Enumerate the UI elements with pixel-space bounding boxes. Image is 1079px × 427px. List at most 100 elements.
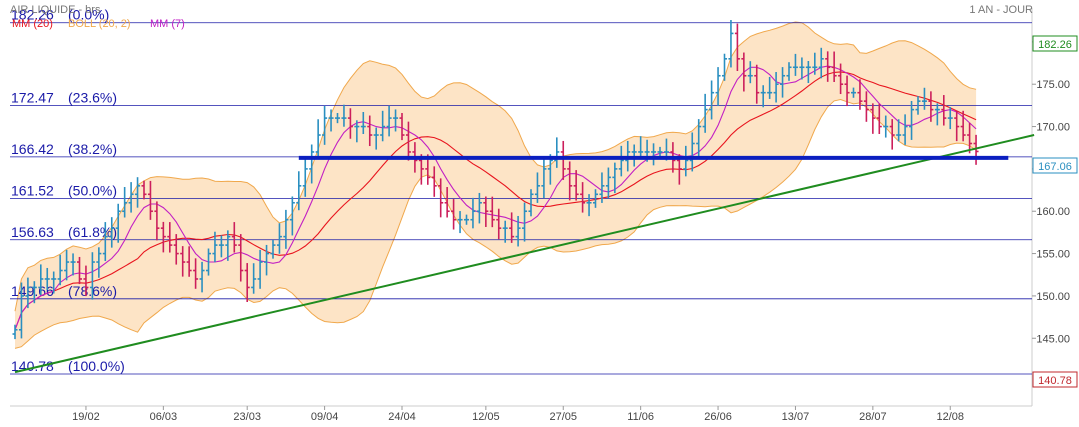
- x-tick-label: 24/04: [388, 411, 416, 423]
- ohlc-bar: [38, 264, 44, 295]
- x-tick-label: 13/07: [782, 411, 810, 423]
- ohlc-bar: [747, 61, 753, 84]
- mm7-line: [14, 65, 977, 330]
- x-tick-label: 11/06: [627, 411, 654, 423]
- ohlc-bar: [367, 115, 373, 147]
- ohlc-bar: [586, 194, 592, 217]
- ohlc-bar: [567, 161, 573, 201]
- ohlc-bar: [96, 247, 102, 278]
- ohlc-bar: [451, 199, 457, 230]
- ohlc-bar: [147, 180, 153, 220]
- ohlc-bar: [838, 63, 844, 95]
- ohlc-bar: [483, 196, 489, 227]
- ohlc-bar: [180, 246, 186, 277]
- ohlc-bar: [883, 115, 889, 138]
- ohlc-bar: [909, 100, 915, 140]
- x-tick-label: 06/03: [150, 411, 178, 423]
- ohlc-bar: [347, 108, 353, 139]
- ohlc-bar: [954, 110, 960, 142]
- ohlc-bar: [464, 214, 469, 225]
- ohlc-bar: [31, 281, 37, 304]
- ohlc-bar: [818, 47, 824, 79]
- ohlc-bar: [580, 182, 586, 213]
- ohlc-bar: [289, 196, 295, 236]
- ohlc-bar: [470, 197, 476, 229]
- ohlc-bar: [825, 51, 831, 82]
- ohlc-bar: [457, 211, 463, 234]
- plot-layer: 145.00150.00155.00160.00165.00170.00175.…: [10, 7, 1070, 423]
- legend-mm7: MM (7): [150, 18, 185, 30]
- ohlc-bar: [309, 144, 315, 184]
- x-tick-label: 12/05: [472, 411, 500, 423]
- x-tick-label: 12/08: [936, 411, 964, 423]
- ohlc-bar: [812, 52, 818, 75]
- ohlc-bar: [773, 72, 779, 103]
- ohlc-bar: [89, 252, 95, 300]
- chart-period: 1 AN - JOUR: [969, 4, 1033, 16]
- ohlc-bar: [135, 177, 141, 208]
- ohlc-bar: [560, 140, 566, 180]
- ohlc-bar: [257, 249, 263, 289]
- ohlc-bar: [573, 170, 579, 201]
- ohlc-bar: [218, 235, 224, 258]
- x-tick-label: 09/04: [311, 411, 339, 423]
- ohlc-bar: [780, 67, 786, 98]
- ohlc-bar: [193, 258, 199, 289]
- ohlc-bar: [960, 110, 966, 142]
- fibonacci-level-percent: (100.0%): [68, 358, 125, 374]
- ohlc-bar: [889, 119, 895, 150]
- ohlc-bar: [102, 222, 108, 262]
- ohlc-bar: [786, 62, 792, 81]
- ohlc-bar: [128, 182, 134, 213]
- last-price-tag-label: 167.06: [1038, 161, 1072, 173]
- ohlc-bar: [876, 103, 882, 135]
- bollinger-lower-line: [14, 98, 977, 349]
- ohlc-bar: [341, 104, 347, 127]
- ohlc-bar: [683, 145, 689, 177]
- ohlc-bar: [206, 248, 211, 276]
- fibonacci-level-value: 182.26: [11, 7, 54, 23]
- ohlc-bar: [244, 263, 250, 303]
- low-price-tag: [1032, 371, 1078, 388]
- ohlc-bar: [18, 282, 24, 339]
- y-tick-label: 145.00: [1036, 333, 1070, 345]
- ohlc-bar: [373, 127, 379, 150]
- bollinger-upper-line: [14, 21, 977, 312]
- ohlc-bar: [702, 93, 708, 133]
- ohlc-bar: [399, 113, 405, 141]
- ohlc-bar: [77, 256, 82, 285]
- ohlc-bar: [754, 64, 760, 104]
- ohlc-bar: [380, 110, 386, 142]
- fibonacci-level-value: 166.42: [11, 141, 54, 157]
- ohlc-bar: [489, 196, 495, 228]
- ohlc-bar: [967, 122, 973, 154]
- fibonacci-level-value: 161.52: [11, 182, 54, 198]
- ohlc-bar: [276, 223, 282, 254]
- ohlc-bar: [741, 52, 747, 92]
- y-tick-label: 175.00: [1036, 79, 1070, 91]
- fibonacci-level-value: 156.63: [11, 224, 54, 240]
- ohlc-bar: [605, 167, 611, 199]
- ohlc-bar: [83, 265, 89, 297]
- ohlc-bar: [934, 103, 940, 126]
- fibonacci-level-value: 172.47: [11, 90, 54, 106]
- ohlc-bar: [534, 172, 540, 203]
- ohlc-bar: [522, 202, 528, 242]
- low-price-tag-label: 140.78: [1038, 375, 1072, 387]
- ohlc-bar: [70, 253, 76, 276]
- ohlc-bar: [296, 171, 302, 211]
- ohlc-bar: [231, 222, 237, 253]
- ohlc-bar: [844, 75, 850, 107]
- ohlc-bar: [393, 109, 399, 132]
- price-tags: 182.26 167.06 140.78: [1032, 35, 1078, 388]
- x-tick-label: 23/03: [233, 411, 261, 423]
- ohlc-bar: [496, 208, 502, 240]
- chart-title: AIR LIQUIDE - brs: [10, 4, 101, 16]
- ohlc-bar: [109, 217, 115, 248]
- ohlc-bar: [270, 240, 276, 259]
- ohlc-bar: [902, 114, 908, 145]
- ohlc-bar: [431, 166, 437, 197]
- ohlc-bar: [528, 189, 534, 217]
- ohlc-bar: [476, 192, 482, 224]
